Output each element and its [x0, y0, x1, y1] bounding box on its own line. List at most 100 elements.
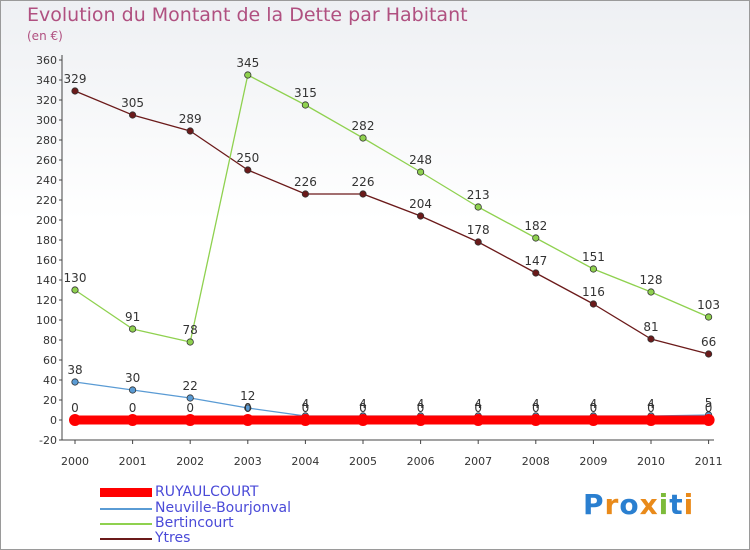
y-tick-label: 160: [36, 254, 57, 267]
data-point: [704, 313, 713, 321]
data-point: [474, 203, 482, 211]
data-point: [359, 190, 367, 198]
data-point: [71, 378, 79, 386]
data-point: [474, 238, 482, 246]
y-tick-label: -20: [39, 434, 57, 447]
data-label: 81: [643, 320, 658, 334]
data-label: 151: [582, 250, 605, 264]
data-label: 0: [590, 401, 598, 415]
data-label: 0: [186, 401, 194, 415]
logo-letter: x: [639, 488, 659, 521]
y-tick-label: 20: [43, 394, 57, 407]
y-tick-label: 320: [36, 94, 57, 107]
data-point: [186, 338, 194, 346]
data-point: [299, 414, 312, 426]
data-label: 250: [236, 151, 259, 165]
x-tick-label: 2010: [637, 455, 665, 468]
data-label: 248: [409, 153, 432, 167]
y-tick-label: 120: [36, 294, 57, 307]
y-tick-label: 100: [36, 314, 57, 327]
data-label: 226: [294, 175, 317, 189]
data-label: 226: [352, 175, 375, 189]
data-label: 12: [240, 389, 255, 403]
data-label: 315: [294, 86, 317, 100]
legend-label: Bertincourt: [155, 515, 234, 531]
logo-letter: P: [583, 488, 605, 521]
data-point: [472, 414, 485, 426]
data-label: 0: [647, 401, 655, 415]
data-point: [244, 404, 252, 412]
data-point: [529, 414, 542, 426]
legend-label: RUYAULCOURT: [155, 484, 259, 500]
data-label: 213: [467, 188, 490, 202]
x-tick-label: 2000: [61, 455, 89, 468]
y-tick-label: 260: [36, 154, 57, 167]
data-label: 282: [352, 119, 375, 133]
data-label: 0: [129, 401, 137, 415]
chart-title: Evolution du Montant de la Dette par Hab…: [27, 4, 468, 26]
series-line: [74, 90, 709, 355]
data-point: [301, 101, 309, 109]
data-label: 4: [474, 397, 482, 411]
logo-letter: r: [604, 488, 620, 521]
data-point: [129, 386, 137, 394]
data-label: 0: [532, 401, 540, 415]
logo-letter: t: [669, 488, 684, 521]
data-label: 0: [705, 401, 713, 415]
y-tick-label: 280: [36, 134, 57, 147]
data-label: 38: [67, 363, 82, 377]
data-label: 130: [64, 271, 87, 285]
data-point: [416, 168, 425, 176]
data-point: [589, 300, 598, 308]
chart-subtitle: (en €): [27, 29, 63, 43]
data-point: [184, 414, 197, 426]
data-point: [241, 414, 254, 426]
x-tick-label: 2002: [176, 455, 204, 468]
data-label: 103: [697, 298, 720, 312]
data-point: [69, 414, 81, 426]
y-tick-label: 360: [36, 54, 57, 67]
series-line: [74, 381, 709, 417]
proxiti-logo: Proxiti: [583, 488, 694, 521]
data-label: 66: [701, 335, 716, 349]
legend-swatch: [100, 508, 152, 510]
y-tick-label: 40: [43, 374, 57, 387]
data-label: 4: [302, 397, 310, 411]
data-label: 182: [524, 219, 547, 233]
data-label: 289: [179, 112, 202, 126]
data-point: [589, 265, 598, 273]
logo-letter: i: [658, 488, 670, 521]
data-label: 0: [244, 401, 252, 415]
data-label: 116: [582, 285, 605, 299]
data-label: 4: [590, 397, 598, 411]
data-point: [244, 166, 252, 174]
y-tick-label: 220: [36, 194, 57, 207]
data-point: [645, 414, 657, 426]
data-label: 329: [64, 72, 87, 86]
y-tick-label: 340: [36, 74, 57, 87]
data-point: [702, 414, 715, 426]
data-point: [414, 414, 427, 426]
legend-swatch: [100, 538, 152, 540]
legend-swatch: [100, 488, 152, 497]
y-tick-label: 240: [36, 174, 57, 187]
data-label: 345: [236, 56, 259, 70]
data-label: 0: [474, 401, 482, 415]
data-point: [301, 190, 309, 198]
data-label: 4: [417, 397, 425, 411]
x-tick-label: 2011: [695, 455, 723, 468]
legend-swatch: [100, 523, 152, 525]
data-label: 305: [121, 96, 144, 110]
data-label: 128: [640, 273, 663, 287]
data-point: [129, 111, 137, 119]
data-label: 4: [647, 397, 655, 411]
data-point: [186, 394, 194, 402]
y-tick-label: 180: [36, 234, 57, 247]
x-tick-label: 2001: [119, 455, 147, 468]
x-tick-label: 2006: [407, 455, 435, 468]
data-point: [357, 414, 369, 426]
data-label: 4: [359, 397, 367, 411]
data-point: [126, 414, 139, 426]
